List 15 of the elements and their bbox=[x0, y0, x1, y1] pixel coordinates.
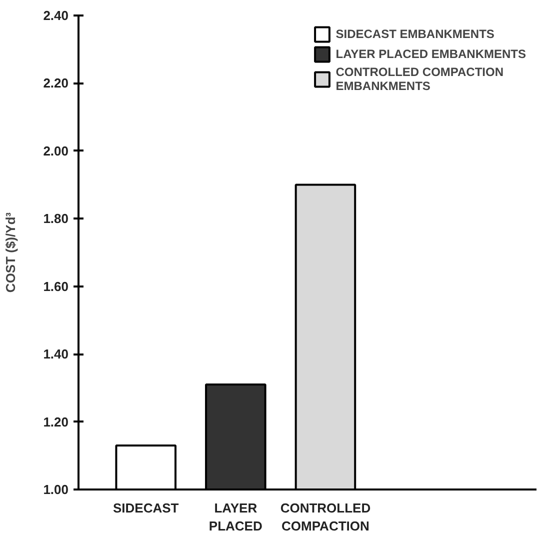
x-tick-label: CONTROLLED COMPACTION bbox=[280, 500, 371, 534]
legend-label: LAYER PLACED EMBANKMENTS bbox=[336, 47, 526, 61]
y-tick-label: 1.40 bbox=[43, 346, 69, 362]
legend-label: SIDECAST EMBANKMENTS bbox=[336, 27, 494, 41]
y-tick-label: 2.20 bbox=[43, 76, 69, 91]
y-tick-label: 1.00 bbox=[43, 482, 69, 497]
y-tick-label: 1.80 bbox=[43, 211, 69, 226]
x-tick-label: LAYER PLACED bbox=[208, 500, 262, 534]
y-tick-label: 2.00 bbox=[43, 143, 69, 158]
y-axis-title: COST ($)/Yd³ bbox=[3, 212, 18, 293]
y-tick-label: 2.40 bbox=[43, 8, 69, 23]
x-tick-label: SIDECAST bbox=[112, 500, 179, 516]
y-tick-label: 1.20 bbox=[43, 414, 69, 430]
y-tick-label: 1.60 bbox=[43, 278, 69, 294]
legend-label: CONTROLLED COMPACTION EMBANKMENTS bbox=[336, 65, 504, 93]
